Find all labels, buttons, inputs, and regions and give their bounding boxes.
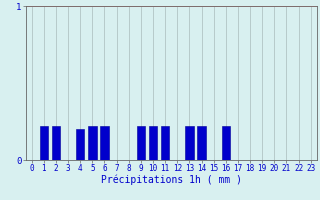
Bar xyxy=(40,126,48,160)
Bar xyxy=(185,126,194,160)
Bar xyxy=(197,126,206,160)
Bar xyxy=(161,126,169,160)
Bar xyxy=(100,126,109,160)
Bar xyxy=(52,126,60,160)
Bar xyxy=(76,129,84,160)
X-axis label: Précipitations 1h ( mm ): Précipitations 1h ( mm ) xyxy=(101,175,242,185)
Bar xyxy=(149,126,157,160)
Bar xyxy=(137,126,145,160)
Bar xyxy=(88,126,97,160)
Bar xyxy=(221,126,230,160)
